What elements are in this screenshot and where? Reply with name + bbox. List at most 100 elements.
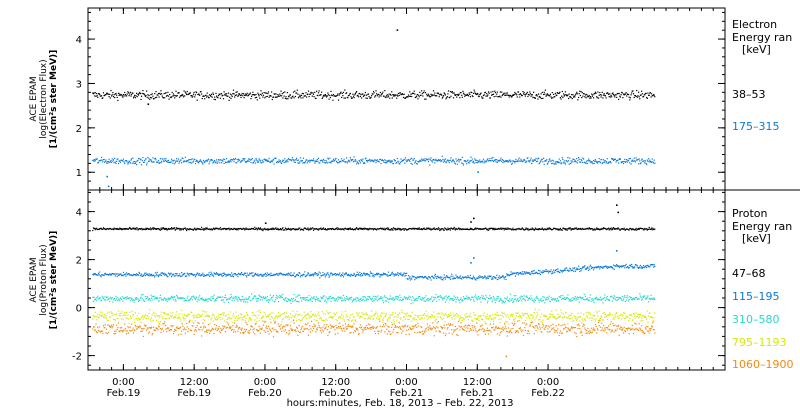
data-point	[377, 93, 380, 95]
data-point	[221, 299, 223, 301]
data-point	[377, 299, 380, 301]
data-point	[375, 298, 377, 300]
data-point	[469, 96, 471, 98]
data-point	[406, 298, 408, 301]
data-point	[287, 158, 290, 160]
data-point	[312, 229, 315, 231]
data-point	[327, 297, 330, 300]
data-point	[186, 299, 188, 302]
data-point	[252, 275, 255, 277]
data-point	[416, 228, 418, 230]
data-point	[157, 160, 160, 162]
data-point	[124, 91, 126, 94]
data-point	[167, 159, 170, 161]
y-tick-label: 4	[76, 208, 82, 219]
data-point	[171, 297, 173, 299]
data-point	[412, 159, 415, 161]
data-point	[202, 163, 204, 165]
data-point	[99, 93, 101, 96]
data-point	[506, 275, 508, 277]
data-point	[587, 228, 589, 230]
data-point	[604, 294, 606, 296]
data-point	[116, 300, 118, 302]
data-point	[277, 94, 279, 96]
data-point	[478, 96, 480, 98]
data-point	[167, 161, 169, 163]
data-point	[351, 160, 353, 162]
data-point	[529, 161, 531, 163]
data-point	[391, 97, 393, 99]
data-point	[307, 272, 310, 274]
data-point	[431, 160, 433, 162]
data-point	[392, 95, 395, 97]
data-point	[284, 91, 286, 93]
data-point	[581, 268, 583, 270]
data-point	[363, 94, 365, 97]
data-point	[366, 298, 368, 300]
data-point	[423, 158, 425, 160]
data-point	[202, 275, 205, 277]
data-point	[562, 269, 564, 271]
data-point	[432, 228, 434, 230]
data-point	[96, 300, 98, 302]
data-point	[644, 298, 646, 300]
data-point	[247, 94, 250, 96]
data-point	[112, 159, 115, 161]
data-point	[99, 160, 101, 162]
x-tick-time-label: 12:00	[321, 377, 350, 388]
data-point	[265, 275, 267, 277]
data-point	[352, 299, 355, 301]
data-point	[619, 266, 621, 268]
data-point	[163, 228, 165, 230]
data-point	[229, 160, 231, 162]
data-point	[279, 294, 281, 296]
data-point	[153, 295, 155, 297]
data-point	[179, 297, 181, 299]
data-point	[619, 158, 621, 160]
data-point	[172, 95, 174, 97]
data-point	[269, 273, 271, 276]
data-point	[223, 91, 225, 93]
data-point	[187, 273, 190, 275]
data-point	[553, 227, 555, 229]
data-point	[547, 296, 549, 298]
data-point	[150, 229, 152, 231]
data-point	[525, 93, 527, 95]
data-point	[125, 296, 127, 298]
data-point	[173, 159, 175, 161]
data-point	[552, 162, 554, 164]
data-point	[594, 159, 596, 161]
data-point	[244, 161, 246, 163]
data-point	[171, 91, 173, 94]
data-point	[500, 298, 502, 300]
data-point	[302, 97, 304, 99]
data-point	[219, 274, 221, 276]
data-point	[109, 296, 111, 298]
data-point	[512, 273, 514, 275]
data-point	[197, 296, 200, 298]
data-point	[349, 275, 351, 277]
data-point	[383, 161, 385, 164]
data-point	[160, 272, 162, 274]
data-point	[599, 266, 601, 268]
data-point	[176, 296, 178, 298]
data-point	[205, 94, 207, 96]
data-point	[197, 272, 199, 274]
data-point	[149, 273, 151, 275]
data-point	[651, 264, 653, 266]
data-point	[268, 298, 270, 301]
data-point	[569, 299, 571, 301]
data-point	[507, 228, 510, 230]
data-point	[568, 227, 570, 229]
data-point	[570, 229, 572, 231]
data-point	[211, 93, 213, 95]
data-point	[244, 93, 246, 95]
data-point	[146, 162, 148, 164]
data-point	[354, 274, 356, 276]
data-point	[416, 94, 418, 96]
data-point	[499, 159, 501, 161]
data-point	[420, 276, 422, 278]
proton-panel-frame	[87, 189, 726, 371]
data-point	[538, 157, 540, 159]
data-point	[490, 91, 492, 93]
